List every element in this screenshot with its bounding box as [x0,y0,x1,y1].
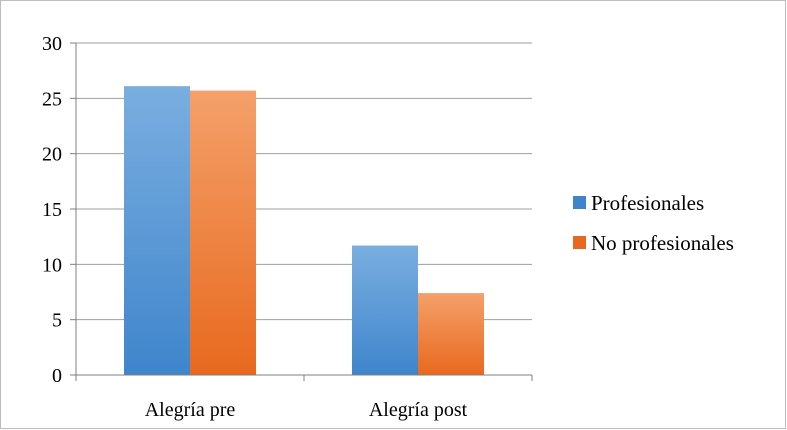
y-tick-label: 20 [42,144,62,166]
bar-no-profesionales-1 [418,293,484,375]
y-tick-label: 15 [42,199,62,221]
x-category-label: Alegría pre [145,399,236,421]
y-tick-label: 0 [52,365,62,387]
axes [70,42,533,381]
legend-label-profesionales: Profesionales [591,191,704,215]
y-tick-label: 25 [42,88,62,110]
y-tick-label: 10 [42,254,62,276]
y-tick-label: 5 [52,310,62,332]
bar-profesionales-1 [352,245,418,375]
bar-no-profesionales-0 [190,90,256,375]
legend-swatch-no-profesionales [573,236,586,249]
legend-label-no-profesionales: No profesionales [591,231,734,255]
x-category-label: Alegría post [369,399,468,421]
y-tick-label: 30 [42,33,62,55]
tick-labels: 0 5 10 15 20 25 30 Alegría pre Alegría post [42,33,468,421]
bars [124,86,484,375]
bar-profesionales-0 [124,86,190,375]
legend: Profesionales No profesionales [573,191,734,255]
legend-swatch-profesionales [573,196,586,209]
